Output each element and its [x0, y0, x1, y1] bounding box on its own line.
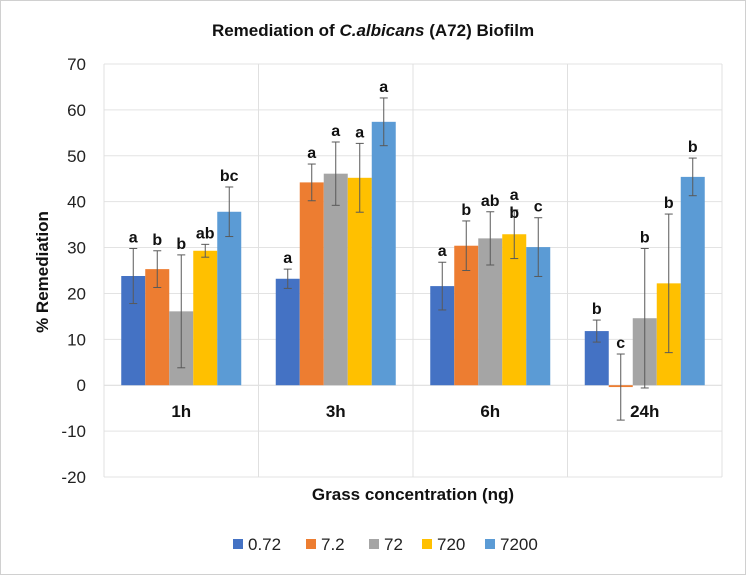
y-tick-label: 10 — [67, 330, 86, 349]
x-axis-title: Grass concentration (ng) — [312, 485, 514, 504]
y-tick-label: 30 — [67, 239, 86, 258]
significance-label: a — [438, 243, 447, 260]
significance-label: b — [688, 139, 698, 156]
bar-7200-1h — [217, 211, 242, 386]
y-tick-label: -10 — [61, 422, 86, 441]
x-tick-label: 1h — [171, 402, 191, 421]
y-tick-label: 40 — [67, 193, 86, 212]
significance-label: a — [307, 145, 316, 162]
significance-label: a — [129, 229, 138, 246]
legend-swatch-0.72 — [233, 539, 243, 549]
title-species: C.albicans — [339, 21, 424, 40]
legend-label: 7.2 — [321, 535, 345, 554]
significance-label: ab — [481, 193, 500, 210]
y-axis-title: % Remediation — [33, 211, 52, 333]
significance-label: a — [510, 187, 519, 204]
x-tick-label: 6h — [480, 402, 500, 421]
bar-7.2-1h — [145, 269, 170, 386]
legend-swatch-7200 — [485, 539, 495, 549]
significance-label: a — [355, 124, 364, 141]
y-tick-label: -20 — [61, 468, 86, 487]
bar-7200-24h — [680, 176, 705, 386]
y-tick-label: 70 — [67, 55, 86, 74]
significance-label: b — [461, 202, 471, 219]
significance-label: ab — [196, 225, 215, 242]
significance-label: c — [534, 199, 543, 216]
title-part: Remediation of — [212, 21, 340, 40]
legend-label: 72 — [384, 535, 403, 554]
significance-label: a — [283, 250, 292, 267]
x-tick-label: 3h — [326, 402, 346, 421]
legend-label: 7200 — [500, 535, 538, 554]
significance-label: bc — [220, 168, 239, 185]
significance-label: b — [664, 195, 674, 212]
bar-7200-3h — [371, 121, 396, 386]
title-part: (A72) Biofilm — [425, 21, 535, 40]
y-tick-label: 20 — [67, 284, 86, 303]
significance-label: a — [379, 79, 388, 96]
y-tick-label: 60 — [67, 101, 86, 120]
significance-label: b — [152, 232, 162, 249]
legend-swatch-7.2 — [306, 539, 316, 549]
significance-label: a — [331, 123, 340, 140]
legend-label: 0.72 — [248, 535, 281, 554]
chart-title: Remediation of C.albicans (A72) Biofilm — [212, 21, 534, 40]
significance-label: b — [592, 301, 602, 318]
y-tick-label: 50 — [67, 147, 86, 166]
significance-label: c — [616, 335, 625, 352]
x-tick-label: 24h — [630, 402, 659, 421]
bar-720-6h — [502, 234, 527, 386]
legend-label: 720 — [437, 535, 465, 554]
bar-72-3h — [323, 173, 348, 386]
legend-swatch-720 — [422, 539, 432, 549]
significance-label: b — [640, 229, 650, 246]
legend-swatch-72 — [369, 539, 379, 549]
significance-label: b — [509, 205, 519, 222]
bar-720-1h — [193, 250, 218, 386]
y-tick-label: 0 — [77, 376, 86, 395]
significance-label: b — [176, 236, 186, 253]
bar-0.72-3h — [275, 278, 300, 386]
bar-7.2-3h — [299, 182, 324, 386]
